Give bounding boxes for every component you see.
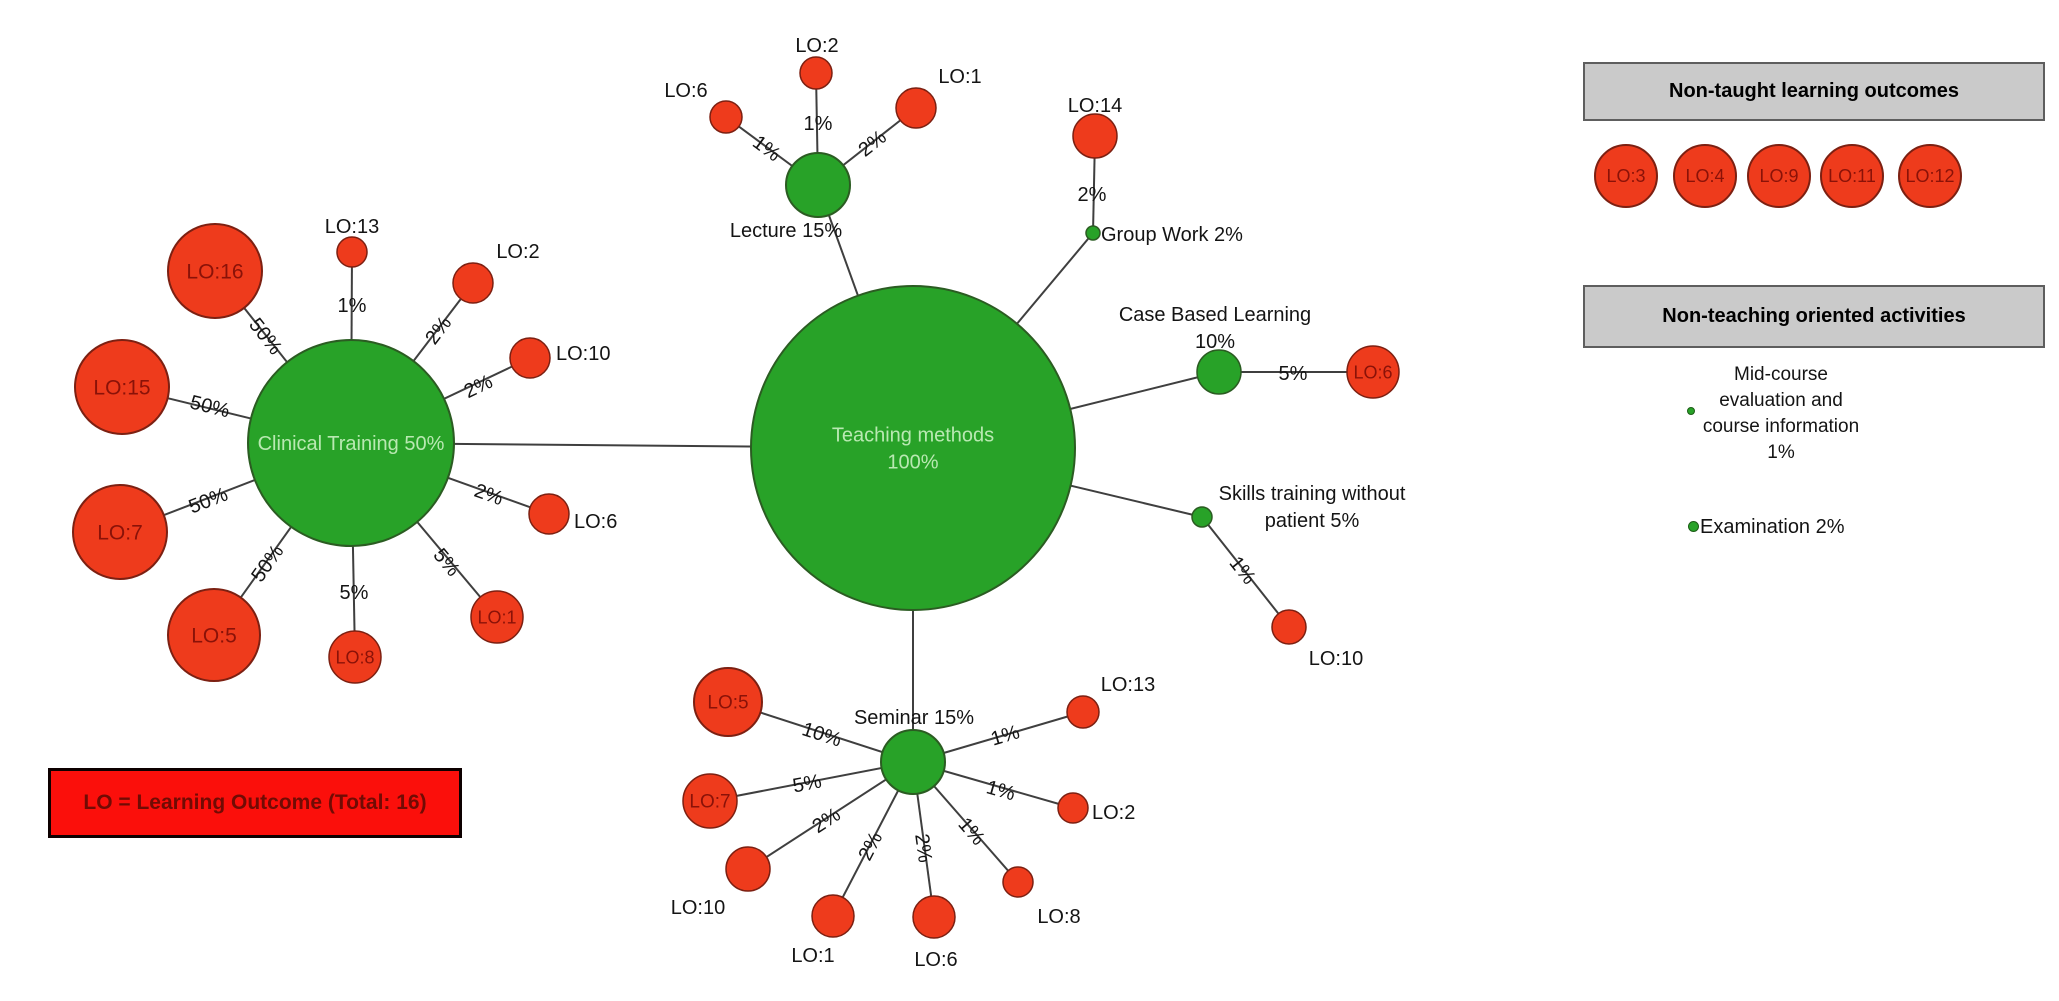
- edge-label-clinical-c6: 2%: [471, 480, 506, 511]
- node-clinical-lo6-label: LO:6: [574, 511, 617, 533]
- legend-lo12-circle: LO:12: [1898, 144, 1962, 208]
- node-teaching-methods-label: Teaching methods: [832, 425, 994, 447]
- node-case-based-learning-label: 10%: [1195, 331, 1235, 353]
- node-clinical-lo1: [470, 590, 524, 644]
- node-case-based-learning: [1196, 349, 1242, 395]
- edge-label-clinical-c15: 50%: [188, 392, 232, 423]
- node-clinical-lo10: [509, 337, 551, 379]
- mid-course-label: Mid-course evaluation and course informa…: [1702, 364, 1860, 463]
- node-seminar-lo1-label: LO:1: [791, 945, 834, 967]
- legend-lo9-circle: LO:9: [1747, 144, 1811, 208]
- node-seminar-lo6: [912, 895, 956, 939]
- edge-label-clinical-c13: 1%: [338, 295, 367, 317]
- node-skills-lo10: [1271, 609, 1307, 645]
- node-clinical-training-label: Clinical Training 50%: [258, 433, 445, 455]
- node-clinical-lo13-label: LO:13: [325, 216, 379, 238]
- node-lecture-label: Lecture 15%: [730, 220, 843, 242]
- node-seminar: [880, 729, 946, 795]
- node-seminar-lo6-label: LO:6: [914, 949, 957, 971]
- legend-lo11-circle: LO:11: [1820, 144, 1884, 208]
- edge-label-seminar-se6: 2%: [910, 832, 936, 864]
- edge-seminar-se7: [709, 761, 914, 802]
- node-skills-training: [1191, 506, 1213, 528]
- node-skills-training-label: patient 5%: [1265, 510, 1360, 532]
- node-seminar-lo13: [1066, 695, 1100, 729]
- edge-label-seminar-se8: 1%: [953, 814, 989, 850]
- node-lecture-lo2: [799, 56, 833, 90]
- node-group-work-lo14: [1072, 113, 1118, 159]
- node-clinical-lo15-label: LO:15: [93, 376, 150, 399]
- node-teaching-methods: [750, 285, 1076, 611]
- node-clinical-lo7-label: LO:7: [97, 521, 143, 544]
- node-case-based-learning-label: Case Based Learning: [1119, 304, 1311, 326]
- legend-lo3-circle: LO:3: [1594, 144, 1658, 208]
- node-seminar-lo1: [811, 894, 855, 938]
- node-clinical-lo13: [336, 236, 368, 268]
- node-clinical-lo6: [528, 493, 570, 535]
- node-clinical-lo2: [452, 262, 494, 304]
- node-clinical-lo10-label: LO:10: [556, 343, 610, 365]
- edge-label-seminar-se13: 1%: [988, 721, 1022, 750]
- node-clinical-lo2-label: LO:2: [496, 241, 539, 263]
- node-seminar-lo10-label: LO:10: [671, 897, 725, 919]
- node-clinical-lo5: [167, 588, 261, 682]
- node-clinical-lo15: [74, 339, 170, 435]
- node-cbl-lo6-label: LO:6: [1353, 362, 1392, 382]
- edge-label-lecture-l2: 1%: [804, 113, 833, 135]
- node-group-work: [1085, 225, 1101, 241]
- edge-label-seminar-se7: 5%: [791, 770, 824, 797]
- node-clinical-lo5-label: LO:5: [191, 624, 237, 647]
- node-group-work-label: Group Work 2%: [1101, 224, 1243, 246]
- node-seminar-lo7-label: LO:7: [689, 792, 730, 813]
- node-teaching-methods-label: 100%: [887, 452, 938, 474]
- node-lecture-lo6: [709, 100, 743, 134]
- node-seminar-lo8-label: LO:8: [1037, 906, 1080, 928]
- edge-label-cbl-cb6: 5%: [1279, 363, 1308, 385]
- node-lecture: [785, 152, 851, 218]
- node-clinical-lo7: [72, 484, 168, 580]
- examination-dot: [1688, 521, 1699, 532]
- node-group-work-lo14-label: LO:14: [1068, 95, 1122, 117]
- node-lecture-lo6-label: LO:6: [664, 80, 707, 102]
- node-seminar-lo5-label: LO:5: [707, 693, 748, 714]
- node-seminar-lo5: [693, 667, 763, 737]
- node-seminar-lo8: [1002, 866, 1034, 898]
- legend-non-taught-title: Non-taught learning outcomes: [1583, 62, 2045, 121]
- node-seminar-label: Seminar 15%: [854, 707, 974, 729]
- legend-non-teaching-title: Non-teaching oriented activities: [1583, 285, 2045, 348]
- node-skills-training-label: Skills training without: [1219, 483, 1406, 505]
- edge-label-clinical-c7: 50%: [186, 483, 231, 518]
- lo-definition-note: LO = Learning Outcome (Total: 16): [48, 768, 462, 838]
- edge-label-clinical-c8: 5%: [340, 582, 369, 604]
- node-lecture-lo2-label: LO:2: [795, 35, 838, 57]
- edge-label-seminar-se5: 10%: [799, 718, 844, 751]
- node-lecture-lo1-label: LO:1: [938, 66, 981, 88]
- node-lecture-lo1: [895, 87, 937, 129]
- node-seminar-lo7: [682, 773, 738, 829]
- node-seminar-lo13-label: LO:13: [1101, 674, 1155, 696]
- edge-label-groupwork-g14: 2%: [1078, 184, 1107, 206]
- edge-label-seminar-se1: 2%: [854, 828, 887, 864]
- node-skills-lo10-label: LO:10: [1309, 648, 1363, 670]
- node-seminar-lo2: [1057, 792, 1089, 824]
- node-cbl-lo6: [1346, 345, 1400, 399]
- node-clinical-lo8: [328, 630, 382, 684]
- node-clinical-lo16: [167, 223, 263, 319]
- edge-skills-s10: [1201, 516, 1290, 628]
- legend-lo4-circle: LO:4: [1673, 144, 1737, 208]
- node-clinical-lo1-label: LO:1: [477, 607, 516, 627]
- mid-course-dot: [1687, 407, 1695, 415]
- examination-label: Examination 2%: [1700, 516, 1845, 538]
- edge-label-clinical-c1: 5%: [429, 545, 465, 581]
- node-clinical-lo16-label: LO:16: [186, 260, 243, 283]
- edge-label-seminar-se2: 1%: [984, 776, 1018, 805]
- node-clinical-training: [247, 339, 455, 547]
- node-seminar-lo2-label: LO:2: [1092, 802, 1135, 824]
- node-seminar-lo10: [725, 846, 771, 892]
- node-clinical-lo8-label: LO:8: [335, 647, 374, 667]
